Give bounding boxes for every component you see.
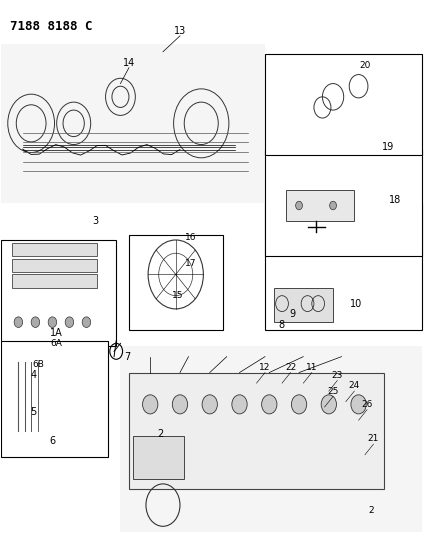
Text: 11: 11	[306, 363, 318, 372]
Bar	[1, 341, 108, 457]
Text: 17: 17	[185, 260, 196, 268]
Text: 6: 6	[49, 437, 56, 447]
Text: 2: 2	[369, 506, 374, 515]
Text: 23: 23	[332, 370, 343, 379]
Text: 26: 26	[361, 400, 373, 409]
Bar	[129, 235, 223, 330]
Circle shape	[232, 395, 247, 414]
Text: 5: 5	[30, 407, 36, 417]
Circle shape	[48, 317, 56, 327]
Text: 6A: 6A	[50, 339, 62, 348]
Text: 19: 19	[382, 142, 395, 152]
Circle shape	[262, 395, 277, 414]
Text: 8: 8	[278, 320, 284, 330]
Text: 21: 21	[368, 434, 379, 443]
Circle shape	[296, 201, 303, 210]
Bar	[133, 436, 184, 479]
Text: 12: 12	[259, 363, 271, 372]
Bar	[120, 346, 422, 531]
Text: 7: 7	[124, 352, 130, 361]
Circle shape	[330, 201, 336, 210]
Circle shape	[143, 395, 158, 414]
Bar	[286, 190, 354, 221]
Circle shape	[31, 317, 40, 327]
Bar	[265, 203, 422, 330]
Circle shape	[202, 395, 217, 414]
Text: 14: 14	[123, 58, 135, 68]
Bar	[265, 54, 422, 155]
Bar	[1, 44, 265, 203]
Text: 22: 22	[285, 363, 296, 372]
Circle shape	[65, 317, 74, 327]
Text: 6B: 6B	[32, 360, 44, 369]
Bar	[273, 288, 333, 322]
Bar	[1, 240, 116, 346]
Circle shape	[321, 395, 336, 414]
Bar	[129, 373, 384, 489]
Circle shape	[351, 395, 366, 414]
Circle shape	[82, 317, 91, 327]
Text: 16: 16	[185, 233, 196, 242]
Circle shape	[291, 395, 307, 414]
Text: 9: 9	[290, 309, 296, 319]
Circle shape	[14, 317, 23, 327]
Bar	[12, 259, 97, 272]
Text: 1A: 1A	[51, 328, 63, 338]
Text: 15: 15	[172, 291, 184, 300]
Bar	[12, 274, 97, 288]
Text: 2: 2	[158, 429, 164, 439]
Bar	[265, 150, 422, 256]
Text: 20: 20	[359, 61, 371, 69]
Text: 18: 18	[389, 195, 401, 205]
Text: 25: 25	[327, 386, 339, 395]
Bar	[12, 243, 97, 256]
Text: 3: 3	[92, 216, 98, 227]
Text: 4: 4	[30, 370, 36, 380]
Text: 7188 8188 C: 7188 8188 C	[10, 20, 92, 33]
Text: 24: 24	[349, 381, 360, 390]
Text: 13: 13	[174, 26, 186, 36]
Text: 10: 10	[351, 298, 363, 309]
Circle shape	[172, 395, 187, 414]
